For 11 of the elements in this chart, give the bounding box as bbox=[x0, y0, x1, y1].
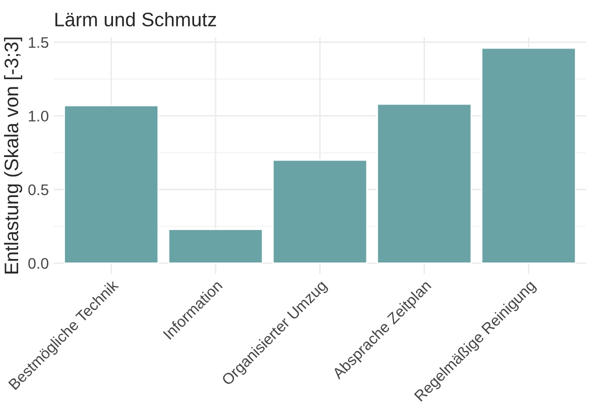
bar bbox=[168, 228, 264, 264]
y-tick-label: 0.0 bbox=[28, 258, 48, 269]
bar bbox=[272, 159, 368, 264]
y-tick-label: 0.5 bbox=[28, 184, 48, 196]
y-axis-title: Entlastung (Skala von [-3;3] bbox=[4, 38, 22, 274]
bar bbox=[480, 47, 576, 264]
y-tick-label: 1.0 bbox=[28, 110, 48, 122]
bar bbox=[64, 104, 159, 264]
chart-title: Lärm und Schmutz bbox=[55, 12, 216, 26]
y-tick-label: 1.5 bbox=[28, 37, 48, 48]
bar bbox=[376, 103, 472, 264]
